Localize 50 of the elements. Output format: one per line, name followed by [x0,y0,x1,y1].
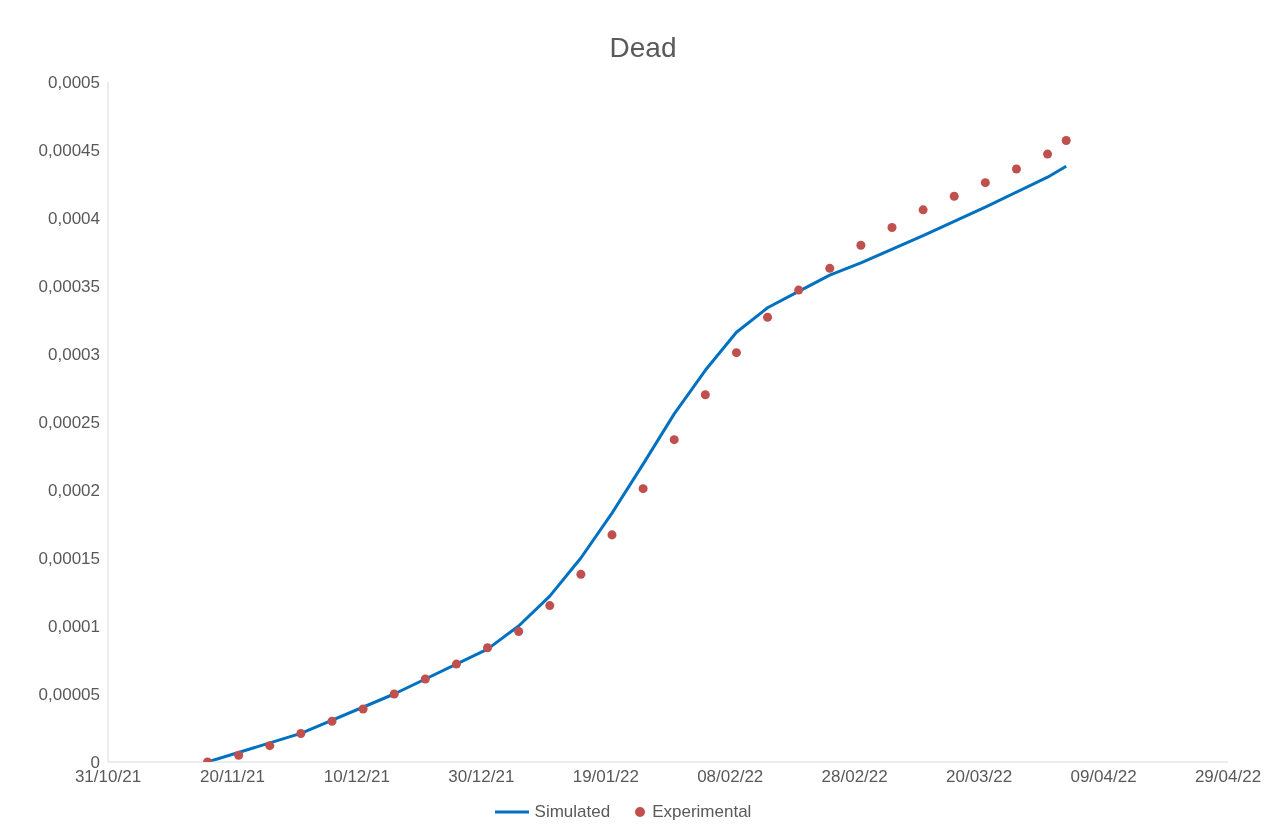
y-tick-label: 0,00005 [38,685,100,705]
x-tick-label: 28/02/22 [821,767,888,787]
point [638,484,648,494]
point [949,191,959,201]
y-tick-label: 0,0001 [48,617,100,637]
point [265,741,275,751]
point [856,240,866,250]
point [389,689,399,699]
x-tick-label: 29/04/22 [1194,767,1262,787]
x-tick-label: 20/03/22 [946,767,1013,787]
legend-label: Experimental [652,802,752,822]
point [296,728,306,738]
y-tick-label: 0,0004 [48,209,100,229]
y-tick-label: 0,0005 [48,73,100,93]
x-tick-label: 19/01/22 [572,767,639,787]
point [669,435,679,445]
y-tick-label: 0,0002 [48,481,100,501]
x-tick-label: 09/04/22 [1070,767,1137,787]
point [731,348,741,358]
point [825,263,835,273]
point [700,390,710,400]
point [1011,164,1021,174]
legend-label: Simulated [534,802,611,822]
point [763,312,773,322]
point [1043,149,1053,159]
point [327,716,337,726]
point [451,659,461,669]
point [607,530,617,540]
chart-title: Dead [608,31,678,65]
x-tick-label: 08/02/22 [697,767,764,787]
point [918,205,928,215]
point [545,601,555,611]
y-tick-label: 0,0003 [48,345,100,365]
point [514,626,524,636]
point [887,223,897,233]
y-tick-label: 0,00045 [38,141,100,161]
y-tick-label: 0,00015 [38,549,100,569]
y-tick-label: 0,00025 [38,413,100,433]
x-tick-label: 10/12/21 [323,767,390,787]
x-tick-label: 20/11/21 [199,767,265,787]
x-tick-label: 30/12/21 [448,767,515,787]
point [980,178,990,188]
point [358,704,368,714]
y-tick-label: 0,00035 [38,277,100,297]
point [420,674,430,684]
point [576,569,586,579]
point [1061,135,1071,145]
point [234,750,244,760]
point [483,643,493,653]
point [794,285,804,295]
